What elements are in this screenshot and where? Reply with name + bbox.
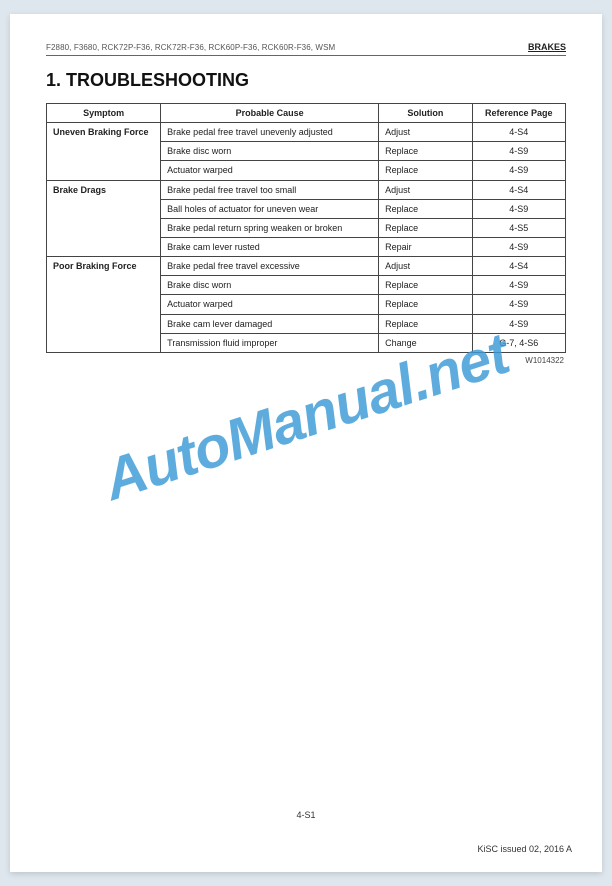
page-header: F2880, F3680, RCK72P-F36, RCK72R-F36, RC… bbox=[46, 42, 566, 56]
cell-cause: Brake cam lever rusted bbox=[161, 237, 379, 256]
cell-solution: Replace bbox=[379, 276, 472, 295]
troubleshooting-table: Symptom Probable Cause Solution Referenc… bbox=[46, 103, 566, 353]
cell-reference: 4-S9 bbox=[472, 142, 565, 161]
cell-cause: Brake disc worn bbox=[161, 276, 379, 295]
cell-solution: Replace bbox=[379, 142, 472, 161]
cell-solution: Adjust bbox=[379, 257, 472, 276]
issued-note: KiSC issued 02, 2016 A bbox=[477, 844, 572, 854]
cell-reference: 4-S9 bbox=[472, 295, 565, 314]
cell-cause: Actuator warped bbox=[161, 161, 379, 180]
cell-reference: 4-S9 bbox=[472, 161, 565, 180]
cell-cause: Ball holes of actuator for uneven wear bbox=[161, 199, 379, 218]
cell-reference: 4-S5 bbox=[472, 218, 565, 237]
cell-solution: Adjust bbox=[379, 123, 472, 142]
cell-cause: Brake pedal free travel excessive bbox=[161, 257, 379, 276]
table-header-row: Symptom Probable Cause Solution Referenc… bbox=[47, 104, 566, 123]
page-number: 4-S1 bbox=[10, 810, 602, 820]
cell-solution: Repair bbox=[379, 237, 472, 256]
cell-solution: Adjust bbox=[379, 180, 472, 199]
cell-cause: Brake cam lever damaged bbox=[161, 314, 379, 333]
th-solution: Solution bbox=[379, 104, 472, 123]
cell-cause: Brake pedal free travel too small bbox=[161, 180, 379, 199]
table-row: Uneven Braking ForceBrake pedal free tra… bbox=[47, 123, 566, 142]
cell-reference: 4-S4 bbox=[472, 123, 565, 142]
cell-cause: Brake pedal return spring weaken or brok… bbox=[161, 218, 379, 237]
cell-symptom: Uneven Braking Force bbox=[47, 123, 161, 180]
cell-solution: Replace bbox=[379, 314, 472, 333]
cell-reference: 4-S4 bbox=[472, 180, 565, 199]
cell-cause: Actuator warped bbox=[161, 295, 379, 314]
table-body: Uneven Braking ForceBrake pedal free tra… bbox=[47, 123, 566, 353]
cell-solution: Replace bbox=[379, 199, 472, 218]
cell-solution: Change bbox=[379, 333, 472, 352]
table-row: Poor Braking ForceBrake pedal free trave… bbox=[47, 257, 566, 276]
cell-reference: 4-S9 bbox=[472, 237, 565, 256]
cell-symptom: Brake Drags bbox=[47, 180, 161, 257]
cell-solution: Replace bbox=[379, 218, 472, 237]
section-title: 1. TROUBLESHOOTING bbox=[46, 70, 566, 91]
doc-code: W1014322 bbox=[46, 356, 566, 365]
document-page: F2880, F3680, RCK72P-F36, RCK72R-F36, RC… bbox=[10, 14, 602, 872]
cell-symptom: Poor Braking Force bbox=[47, 257, 161, 353]
th-symptom: Symptom bbox=[47, 104, 161, 123]
th-reference: Reference Page bbox=[472, 104, 565, 123]
table-row: Brake DragsBrake pedal free travel too s… bbox=[47, 180, 566, 199]
header-models: F2880, F3680, RCK72P-F36, RCK72R-F36, RC… bbox=[46, 43, 335, 52]
cell-reference: 4-S9 bbox=[472, 276, 565, 295]
cell-cause: Brake pedal free travel unevenly adjuste… bbox=[161, 123, 379, 142]
th-cause: Probable Cause bbox=[161, 104, 379, 123]
cell-cause: Brake disc worn bbox=[161, 142, 379, 161]
cell-reference: 4-S9 bbox=[472, 199, 565, 218]
cell-cause: Transmission fluid improper bbox=[161, 333, 379, 352]
cell-reference: 4-S9 bbox=[472, 314, 565, 333]
cell-solution: Replace bbox=[379, 295, 472, 314]
cell-reference: G-7, 4-S6 bbox=[472, 333, 565, 352]
header-section: BRAKES bbox=[528, 42, 566, 52]
cell-solution: Replace bbox=[379, 161, 472, 180]
cell-reference: 4-S4 bbox=[472, 257, 565, 276]
